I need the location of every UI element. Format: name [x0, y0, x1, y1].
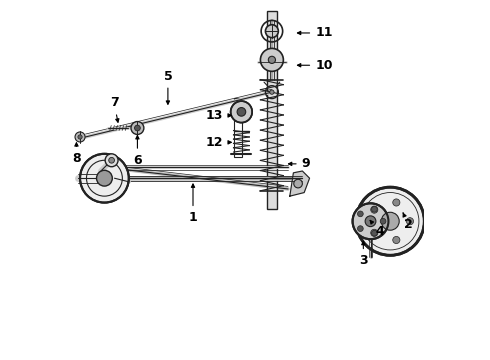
Circle shape — [78, 135, 82, 139]
Bar — [267, 12, 276, 209]
Text: 7: 7 — [110, 96, 119, 122]
Circle shape — [371, 206, 378, 213]
Circle shape — [231, 101, 252, 123]
Circle shape — [260, 48, 283, 71]
Circle shape — [371, 230, 377, 236]
Circle shape — [80, 154, 129, 203]
Circle shape — [131, 122, 144, 134]
Circle shape — [109, 157, 115, 163]
Circle shape — [356, 187, 424, 255]
Text: 1: 1 — [189, 184, 197, 224]
Circle shape — [353, 203, 389, 239]
Text: 13: 13 — [206, 109, 231, 122]
Circle shape — [380, 219, 386, 224]
Circle shape — [269, 56, 275, 63]
Circle shape — [393, 199, 400, 206]
Text: 5: 5 — [164, 69, 172, 104]
Text: 8: 8 — [72, 143, 81, 165]
Circle shape — [75, 132, 85, 142]
Circle shape — [237, 108, 245, 116]
Circle shape — [270, 90, 274, 94]
Circle shape — [97, 170, 112, 186]
Circle shape — [371, 206, 377, 212]
Text: 3: 3 — [359, 242, 368, 267]
Polygon shape — [290, 171, 310, 196]
Circle shape — [266, 25, 278, 38]
Circle shape — [393, 237, 400, 244]
Circle shape — [358, 211, 363, 217]
Circle shape — [406, 218, 414, 225]
Circle shape — [358, 226, 363, 231]
Circle shape — [294, 179, 302, 188]
Text: 2: 2 — [403, 213, 413, 231]
Text: 4: 4 — [370, 220, 384, 238]
Circle shape — [371, 229, 378, 237]
Circle shape — [381, 212, 399, 230]
Circle shape — [365, 216, 376, 226]
Text: 9: 9 — [289, 157, 310, 170]
Bar — [234, 98, 243, 157]
Text: 6: 6 — [133, 136, 142, 167]
Text: 12: 12 — [206, 136, 231, 149]
Text: 11: 11 — [297, 27, 333, 40]
Circle shape — [135, 125, 140, 131]
Text: 10: 10 — [297, 59, 333, 72]
Circle shape — [105, 154, 118, 167]
